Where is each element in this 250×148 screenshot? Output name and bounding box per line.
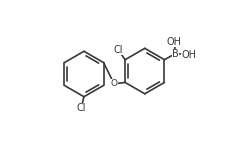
Text: OH: OH bbox=[167, 37, 182, 47]
Text: B: B bbox=[172, 49, 179, 59]
Text: Cl: Cl bbox=[113, 45, 123, 55]
Text: O: O bbox=[110, 79, 117, 88]
Text: Cl: Cl bbox=[76, 103, 86, 113]
Text: OH: OH bbox=[181, 50, 196, 60]
